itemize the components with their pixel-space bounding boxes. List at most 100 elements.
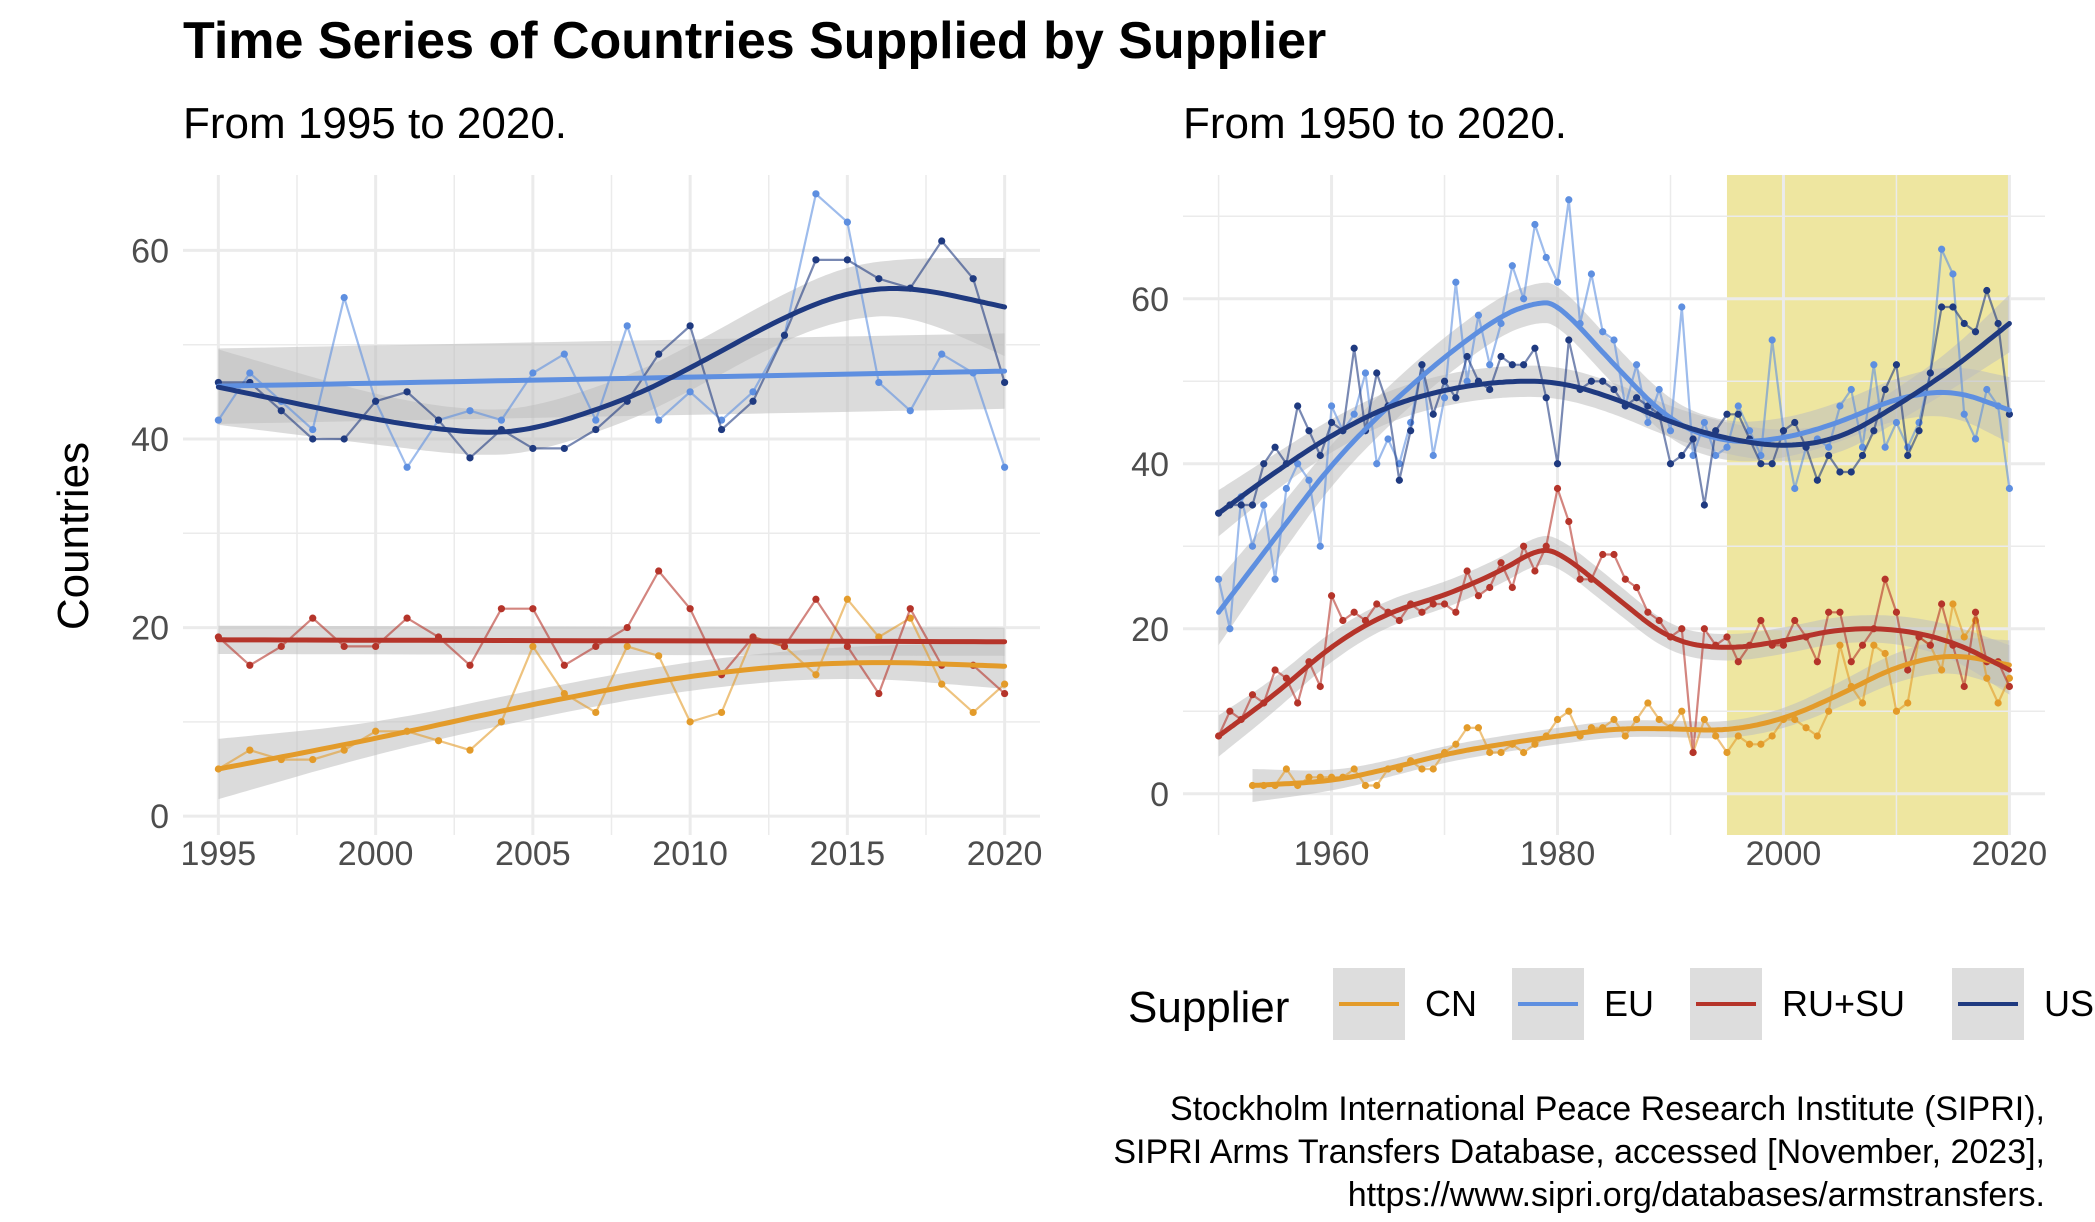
point-ru-su-right	[1452, 608, 1460, 616]
point-us-right	[1983, 286, 1991, 295]
point-us-right	[1599, 377, 1607, 385]
ribbon-cn-right	[1252, 638, 2010, 802]
y-tick-label-right: 60	[1131, 281, 1169, 319]
point-cn-right	[1802, 724, 1810, 732]
point-us-right	[1565, 336, 1573, 344]
point-ru-su-left	[466, 661, 474, 669]
point-us-right	[1858, 451, 1867, 460]
point-eu-right	[1644, 418, 1652, 427]
point-ru-su-left	[529, 605, 537, 613]
point-us-right	[1395, 476, 1403, 484]
point-eu-right	[1892, 418, 1901, 427]
point-eu-right	[1429, 451, 1437, 460]
point-us-right	[1440, 377, 1449, 385]
y-tick-label-right: 20	[1131, 611, 1169, 649]
point-us-left	[1001, 378, 1009, 387]
x-tick-label-right: 1960	[1294, 835, 1370, 873]
point-cn-right	[1791, 715, 1799, 724]
point-eu-right	[1610, 336, 1618, 344]
x-tick-label-left: 2020	[967, 835, 1043, 873]
point-us-right	[1768, 460, 1776, 468]
point-eu-right	[1327, 402, 1336, 410]
point-ru-su-right	[1339, 616, 1347, 625]
point-eu-left	[529, 369, 537, 377]
x-tick-label-right: 2000	[1746, 835, 1822, 873]
point-ru-su-right	[1644, 608, 1652, 616]
point-cn-right	[1870, 641, 1878, 649]
caption-line-3: https://www.sipri.org/databases/armstran…	[1348, 1176, 2045, 1214]
series-lines-left	[214, 190, 1009, 773]
point-us-right	[1237, 501, 1245, 509]
point-ru-su-left	[560, 661, 568, 669]
y-tick-label-left: 60	[131, 232, 169, 270]
point-us-right	[1418, 361, 1426, 369]
point-us-left	[309, 435, 317, 443]
point-us-left	[403, 388, 411, 396]
point-us-right	[1248, 501, 1257, 509]
point-cn-left	[246, 746, 254, 754]
legend-label-ru-su: RU+SU	[1782, 983, 1905, 1024]
point-eu-left	[560, 350, 568, 358]
point-ru-su-right	[1327, 592, 1336, 600]
point-eu-right	[1294, 460, 1302, 468]
point-cn-left	[434, 737, 443, 745]
point-eu-right	[1486, 361, 1494, 369]
point-cn-right	[1565, 707, 1573, 715]
point-cn-right	[1497, 748, 1505, 757]
smooth-lines-left	[215, 286, 1008, 772]
panel-right: 0 20 40 60 1960 1980 2000 2020	[1131, 175, 2047, 873]
point-eu-right	[1248, 542, 1257, 550]
point-eu-left	[623, 322, 631, 330]
point-ru-su-left	[623, 623, 631, 632]
subtitle-left: From 1995 to 2020.	[183, 99, 567, 148]
point-cn-right	[1418, 765, 1426, 773]
point-cn-right	[1305, 773, 1313, 781]
point-us-right	[1553, 460, 1562, 468]
caption-line-2: SIPRI Arms Transfers Database, accessed …	[1113, 1133, 2045, 1171]
point-ru-su-right	[1226, 707, 1234, 715]
point-eu-left	[843, 218, 851, 226]
point-eu-right	[1825, 443, 1833, 451]
point-cn-right	[1813, 732, 1821, 740]
point-eu-right	[1768, 336, 1776, 344]
point-cn-right	[1723, 748, 1731, 757]
smooth-line-cn-right	[1250, 654, 2012, 788]
series-line-eu-left	[217, 191, 1006, 470]
point-cn-right	[1825, 707, 1833, 715]
point-ru-su-right	[1531, 567, 1539, 575]
caption-line-1: Stockholm International Peace Research I…	[1170, 1090, 2045, 1128]
point-ru-su-right	[1271, 666, 1279, 674]
point-us-left	[560, 444, 568, 453]
x-tick-label-right: 1980	[1520, 835, 1596, 873]
point-ru-su-right	[1294, 699, 1302, 707]
smooth-line-us-right	[1216, 321, 2012, 516]
point-us-right	[1757, 460, 1765, 468]
point-ru-su-left	[309, 614, 317, 622]
point-ru-su-left	[843, 642, 851, 651]
point-us-right	[1994, 319, 2002, 328]
point-cn-right	[1745, 740, 1754, 748]
point-cn-right	[1520, 748, 1528, 757]
point-ru-su-left	[497, 605, 506, 613]
point-us-right	[1734, 410, 1742, 418]
point-ru-su-right	[1350, 608, 1358, 616]
point-cn-left	[340, 746, 348, 754]
point-us-right	[1666, 460, 1675, 468]
point-ru-su-left	[686, 605, 694, 613]
point-eu-right	[1531, 220, 1539, 229]
point-us-right	[1429, 410, 1437, 418]
series-line-us-left	[218, 239, 1006, 460]
point-eu-left	[655, 416, 663, 424]
point-us-right	[1316, 451, 1324, 460]
smooth-line-us-left	[215, 286, 1008, 435]
smooth-line-cn-left	[215, 660, 1008, 772]
point-cn-right	[1282, 765, 1290, 773]
legend-title: Supplier	[1128, 983, 1289, 1032]
point-eu-left	[749, 388, 757, 396]
panel-left: 0 20 40 60 1995 2000 2005 2010 2015 2020	[131, 175, 1042, 873]
point-ru-su-right	[1610, 550, 1618, 559]
point-us-left	[529, 444, 537, 453]
point-us-right	[1610, 385, 1618, 394]
y-tick-label-left: 20	[131, 610, 169, 648]
point-ru-su-right	[1926, 641, 1934, 649]
